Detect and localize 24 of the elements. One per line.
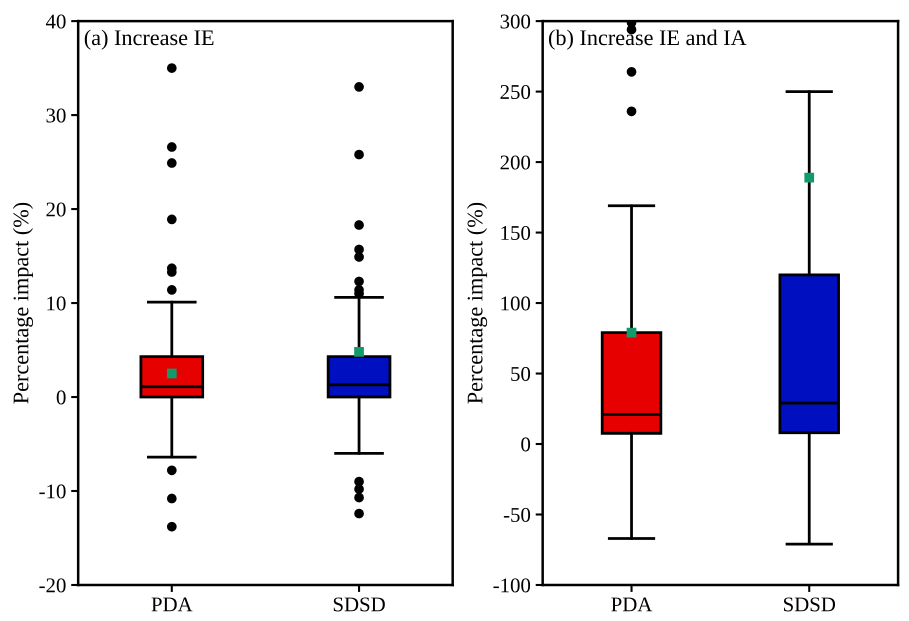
y-tick-label: 0 (521, 437, 530, 452)
y-tick-label: 250 (500, 84, 530, 100)
y-tick-label: 40 (46, 14, 66, 29)
y-axis-title: Percentage impact (%) (466, 202, 488, 404)
chart-title: (a) Increase IE (84, 30, 214, 50)
y-tick-label: 150 (501, 226, 530, 240)
x-tick-label: SDSD (784, 597, 836, 612)
y-tick-label: -20 (39, 578, 66, 592)
y-tick-label: -50 (504, 508, 530, 522)
y-tick-label: -100 (493, 578, 530, 592)
y-tick-label: 20 (46, 202, 66, 217)
chart-title: (b) Increase IE and IA (548, 30, 746, 50)
x-tick-label: PDA (152, 597, 192, 612)
x-tick-label: SDSD (334, 597, 385, 612)
y-tick-label: -10 (39, 484, 66, 498)
x-tick-label: PDA (611, 597, 652, 612)
y-tick-label: 0 (56, 390, 66, 404)
y-tick-label: 30 (46, 108, 66, 123)
y-tick-label: 50 (511, 366, 530, 381)
y-axis-title: Percentage impact (%) (12, 202, 34, 404)
y-tick-label: 100 (501, 296, 530, 310)
y-tick-label: 300 (500, 14, 530, 29)
y-tick-label: 10 (47, 296, 66, 310)
y-tick-label: 200 (500, 155, 530, 170)
